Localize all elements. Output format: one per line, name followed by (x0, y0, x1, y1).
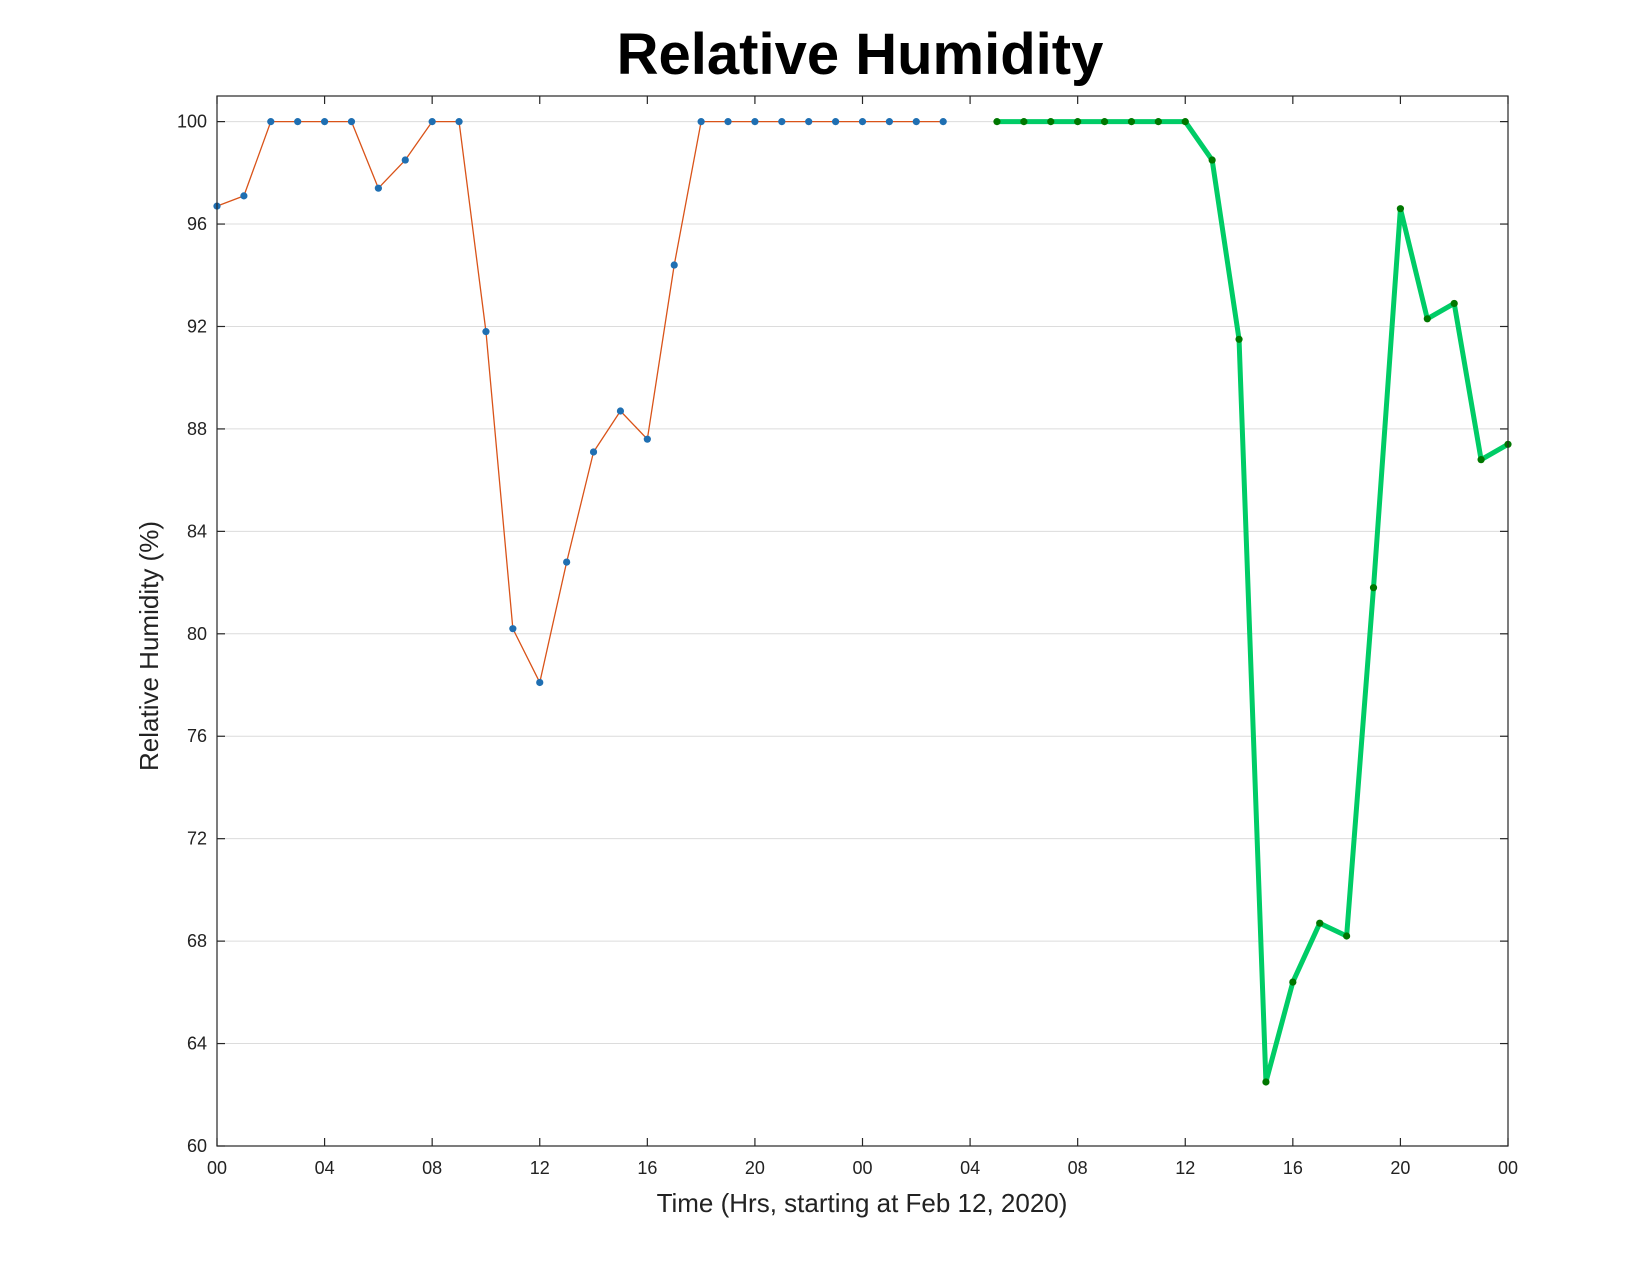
y-tick-label: 72 (187, 829, 207, 849)
series-1-point (858, 118, 867, 126)
chart-title: Relative Humidity (617, 22, 1104, 87)
x-tick-label: 20 (745, 1158, 765, 1178)
y-tick-label: 88 (187, 419, 207, 439)
x-tick-label: 00 (852, 1158, 872, 1178)
x-tick-label: 08 (1068, 1158, 1088, 1178)
series-1-point (536, 678, 544, 687)
x-tick-label: 12 (1175, 1158, 1195, 1178)
series-2-point (1369, 584, 1378, 592)
series-2-point (1154, 118, 1162, 126)
series-2-point (1316, 919, 1324, 927)
y-tick-label: 60 (187, 1136, 207, 1156)
series-2-point (1477, 456, 1485, 464)
series-1-point (939, 118, 947, 126)
series-1-point (643, 435, 651, 443)
y-tick-label: 100 (177, 112, 207, 132)
x-tick-label: 16 (1283, 1158, 1303, 1178)
series-2-point (1047, 118, 1055, 126)
y-tick-label: 92 (187, 316, 207, 336)
x-tick-label: 04 (960, 1158, 980, 1178)
series-1-point (294, 118, 302, 126)
x-tick-label: 20 (1390, 1158, 1410, 1178)
series-1-point (751, 118, 759, 126)
y-tick-label: 68 (187, 931, 207, 951)
series-1-point (240, 192, 248, 200)
series-1-point (374, 184, 382, 192)
series-1-point (724, 118, 732, 126)
series-2-point (1235, 335, 1243, 343)
series-2-point (1343, 932, 1351, 940)
x-tick-label: 16 (637, 1158, 657, 1178)
x-tick-label: 00 (207, 1158, 227, 1178)
series-1 (213, 118, 947, 687)
y-tick-label: 64 (187, 1034, 207, 1054)
series-layer (213, 118, 1512, 1086)
x-tick-label: 08 (422, 1158, 442, 1178)
series-2-point (1074, 118, 1082, 126)
series-2-point (1262, 1078, 1270, 1086)
series-1-point (347, 118, 356, 126)
series-2-point (1127, 118, 1136, 126)
series-1-point (401, 156, 409, 164)
series-2-point (1208, 156, 1216, 164)
series-1-line (216, 120, 944, 684)
series-1-point (267, 118, 275, 126)
series-1-point (563, 558, 571, 566)
series-2-point (993, 118, 1001, 126)
series-1-point (482, 328, 490, 336)
y-tick-label: 80 (187, 624, 207, 644)
series-2-point (1423, 315, 1431, 323)
series-2-line (996, 119, 1510, 1085)
series-1-point (778, 118, 786, 126)
y-tick-label: 84 (187, 521, 207, 541)
series-1-point (697, 118, 705, 126)
series-1-point (589, 448, 598, 456)
series-1-point (805, 118, 813, 126)
series-1-point (509, 625, 517, 633)
series-1-point (885, 118, 893, 126)
series-2-point (1181, 118, 1189, 126)
series-1-point (320, 118, 329, 126)
series-1-point (670, 261, 678, 269)
series-1-point (832, 118, 840, 126)
series-2-point (1100, 118, 1109, 126)
x-tick-label: 12 (530, 1158, 550, 1178)
series-2-point (1450, 299, 1458, 308)
y-tick-label: 96 (187, 214, 207, 234)
series-2 (993, 118, 1512, 1086)
series-2-point (1289, 978, 1297, 986)
series-1-point (912, 118, 920, 126)
series-2-point (1020, 118, 1028, 126)
y-tick-label: 76 (187, 726, 207, 746)
axis-ticks: 60 64 68 72 76 80 84 88 92 96 100 00 04 08 12 16 20 00 04 0… (177, 96, 1518, 1178)
series-1-point (455, 118, 463, 126)
x-tick-label: 04 (315, 1158, 335, 1178)
x-tick-label: 00 (1498, 1158, 1518, 1178)
series-2-point (1396, 205, 1405, 213)
x-axis-label: Time (Hrs, starting at Feb 12, 2020) (657, 1188, 1068, 1218)
series-1-point (428, 118, 436, 126)
y-axis-label: Relative Humidity (%) (134, 521, 164, 771)
series-1-point (616, 407, 625, 415)
